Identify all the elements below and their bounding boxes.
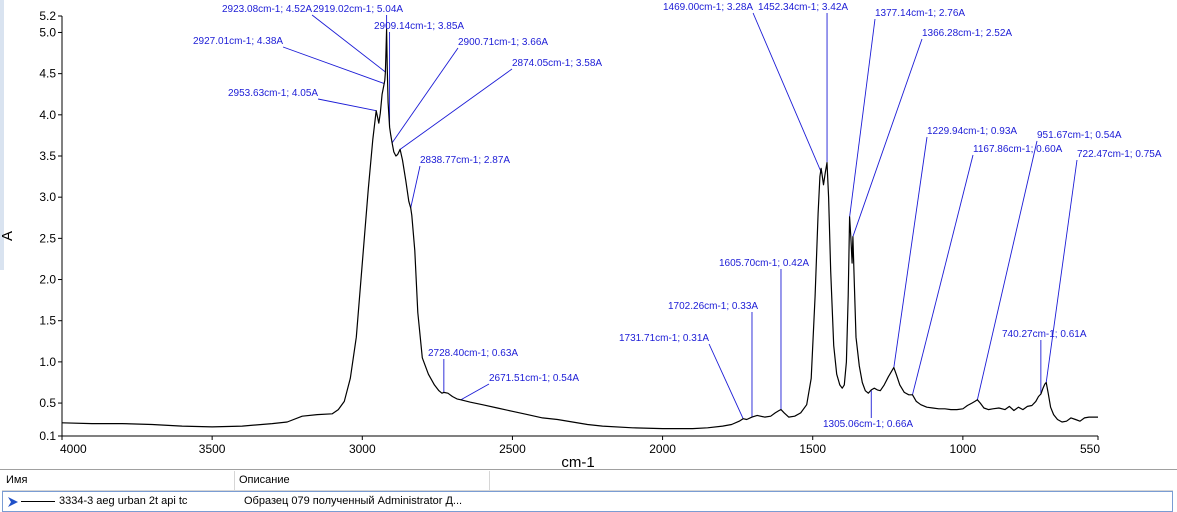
y-tick-label: 5.2: [39, 9, 56, 23]
panel-edge: [0, 0, 4, 270]
peak-leader-line: [317, 98, 377, 112]
y-tick-label: 2.5: [39, 231, 56, 245]
series-name: 3334-3 aeg urban 2t api tc: [59, 495, 188, 507]
peak-label: 1469.00cm-1; 3.28A: [663, 2, 753, 13]
peak-label: 1605.70cm-1; 0.42A: [719, 258, 809, 269]
series-description: Образец 079 полученный Administrator Д..…: [244, 495, 463, 507]
peak-leader-line: [708, 343, 744, 419]
peak-leader-line: [893, 136, 928, 368]
y-tick-label: 2.0: [39, 273, 56, 287]
column-header-description[interactable]: Описание: [235, 471, 490, 490]
y-tick-label: 3.5: [39, 149, 56, 163]
y-axis: 0.1 0.5 1.0 1.5 2.0 2.5 3.0 3.5 4.0 4.5 5.0 5.2: [39, 9, 63, 443]
y-tick-label: 4.0: [39, 108, 56, 122]
peak-label: 722.47cm-1; 0.75A: [1077, 149, 1162, 160]
peak-label: 2728.40cm-1; 0.63A: [428, 348, 518, 359]
peak-label: 740.27cm-1; 0.61A: [1002, 329, 1087, 340]
x-tick-label: 2000: [649, 442, 676, 456]
peak-leader-line: [410, 165, 421, 208]
y-axis-label: A: [0, 231, 16, 241]
legend-table: Имя Описание 3334-3 aeg urban 2t api tc …: [0, 469, 1177, 512]
peak-leader-line: [852, 38, 923, 237]
x-tick-label: 2500: [499, 442, 526, 456]
peak-label: 1731.71cm-1; 0.31A: [619, 333, 709, 344]
x-tick-label: 3500: [199, 442, 226, 456]
peak-label: 1305.06cm-1; 0.66A: [823, 419, 913, 430]
selected-row-arrow-icon: [8, 497, 18, 507]
peak-label: 2923.08cm-1; 4.52A: [222, 4, 312, 15]
x-tick-label: 550: [1080, 442, 1100, 456]
peak-leader-line: [976, 140, 1038, 400]
peak-label: 1366.28cm-1; 2.52A: [922, 28, 1012, 39]
y-tick-label: 0.1: [39, 429, 56, 443]
peak-label: 2909.14cm-1; 3.85A: [374, 21, 464, 32]
peak-label: 2838.77cm-1; 2.87A: [420, 155, 510, 166]
x-tick-label: 4000: [60, 442, 87, 456]
x-axis: 4000 3500 3000 2500 2000 1500 1000 550: [60, 435, 1100, 456]
peak-label: 1167.86cm-1; 0.60A: [973, 144, 1063, 155]
peak-label: 1377.14cm-1; 2.76A: [875, 8, 965, 19]
peak-label: 2919.02cm-1; 5.04A: [313, 4, 403, 15]
legend-header-row: Имя Описание: [2, 471, 1173, 491]
peak-label: 2900.71cm-1; 3.66A: [458, 37, 548, 48]
peak-label: 2953.63cm-1; 4.05A: [228, 88, 318, 99]
series-line-swatch: [21, 501, 55, 502]
peak-leader-line: [752, 12, 823, 175]
peak-label: 1229.94cm-1; 0.93A: [927, 126, 1017, 137]
peak-annotations: 2923.08cm-1; 4.52A 2919.02cm-1; 5.04A 2909…: [193, 2, 1162, 430]
peak-label: 2671.51cm-1; 0.54A: [489, 373, 579, 384]
x-tick-label: 3000: [349, 442, 376, 456]
y-tick-label: 1.5: [39, 314, 56, 328]
y-tick-label: 3.0: [39, 190, 56, 204]
y-tick-label: 1.0: [39, 355, 56, 369]
peak-leader-line: [912, 154, 974, 395]
spectrum-chart[interactable]: 0.1 0.5 1.0 1.5 2.0 2.5 3.0 3.5 4.0 4.5 5.0 5.2 400…: [0, 0, 1177, 468]
column-header-name[interactable]: Имя: [2, 471, 235, 490]
peak-label: 2927.01cm-1; 4.38A: [193, 36, 283, 47]
y-tick-label: 0.5: [39, 396, 56, 410]
peak-leader-line: [391, 47, 459, 144]
series-layer: [61, 28, 1098, 430]
peak-label: 951.67cm-1; 0.54A: [1037, 130, 1122, 141]
legend-row[interactable]: 3334-3 aeg urban 2t api tc Образец 079 п…: [2, 491, 1173, 512]
spectrum-line[interactable]: [61, 28, 1098, 430]
x-axis-label: cm-1: [561, 454, 594, 468]
peak-leader-line: [399, 68, 513, 150]
peak-label: 2874.05cm-1; 3.58A: [512, 58, 602, 69]
x-tick-label: 1000: [950, 442, 977, 456]
peak-leader-line: [460, 383, 490, 401]
peak-leader-line: [311, 14, 386, 73]
peak-leader-line: [849, 18, 876, 217]
peak-leader-line: [1045, 159, 1078, 383]
peak-label: 1452.34cm-1; 3.42A: [758, 2, 848, 13]
y-tick-label: 4.5: [39, 67, 56, 81]
peak-leader-line: [282, 46, 385, 84]
x-tick-label: 1500: [799, 442, 826, 456]
peak-label: 1702.26cm-1; 0.33A: [668, 301, 758, 312]
y-tick-label: 5.0: [39, 25, 56, 39]
